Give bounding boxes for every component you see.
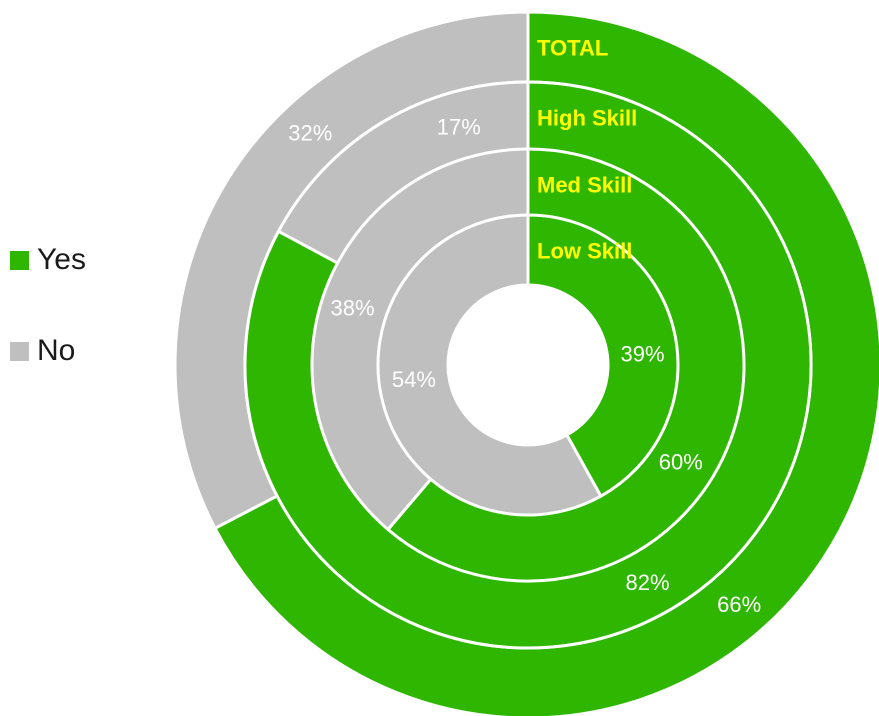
ring-label-high-skill: High Skill	[537, 106, 637, 131]
pct-label-total-no: 32%	[288, 121, 332, 146]
legend-item-no: No	[10, 331, 86, 371]
pct-label-high-skill-no: 17%	[437, 114, 481, 139]
pct-label-med-skill-no: 38%	[330, 296, 374, 321]
ring-label-total: TOTAL	[537, 36, 608, 61]
pct-label-high-skill-yes: 82%	[625, 570, 669, 595]
slice-low-skill-yes	[526, 213, 680, 499]
legend-label-no: No	[37, 334, 76, 367]
pct-label-total-yes: 66%	[717, 592, 761, 617]
slice-low-skill-no	[376, 213, 603, 517]
pct-label-med-skill-yes: 60%	[659, 450, 703, 475]
pct-label-low-skill-no: 54%	[392, 367, 436, 392]
ring-label-med-skill: Med Skill	[537, 173, 632, 198]
legend-item-yes: Yes	[10, 240, 86, 280]
legend-label-yes: Yes	[37, 243, 86, 276]
legend: Yes No	[10, 240, 86, 422]
legend-swatch-no	[10, 341, 29, 361]
legend-swatch-yes	[10, 250, 29, 270]
pct-label-low-skill-yes: 39%	[620, 342, 664, 367]
ring-label-low-skill: Low Skill	[537, 239, 632, 264]
